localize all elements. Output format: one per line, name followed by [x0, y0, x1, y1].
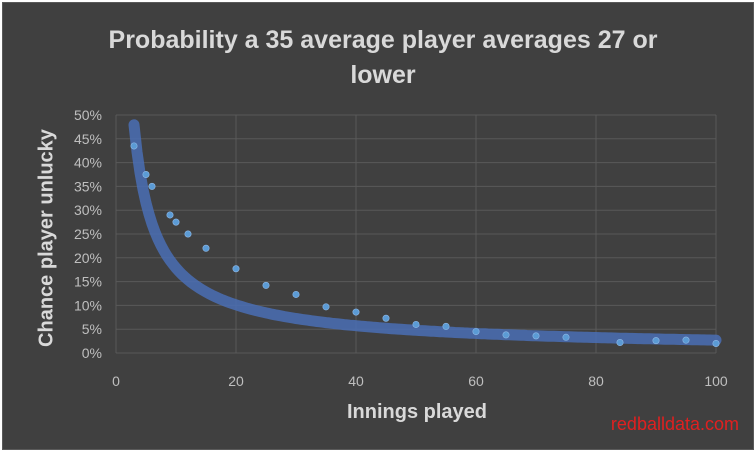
data-point	[232, 265, 240, 273]
trendline-layer	[128, 119, 722, 346]
data-point	[712, 339, 720, 347]
data-point	[148, 182, 156, 190]
data-point	[616, 339, 624, 347]
data-point	[382, 314, 390, 322]
y-axis-label: Chance player unlucky	[35, 129, 58, 347]
x-axis-label: Innings played	[346, 401, 488, 423]
grid-layer	[115, 114, 717, 354]
y-tick-label: 35%	[74, 178, 102, 194]
data-point	[184, 230, 192, 238]
data-point	[532, 332, 540, 340]
data-point	[442, 322, 450, 330]
y-tick-label: 45%	[74, 131, 102, 147]
data-points	[130, 142, 720, 347]
data-point	[202, 244, 210, 252]
tick-labels: 0% 5% 10% 15% 20% 25% 30% 35% 40% 45% 50% 0 20 40 60 80…	[74, 107, 728, 389]
data-point	[472, 328, 480, 336]
y-tick-label: 0%	[82, 345, 102, 361]
data-point	[412, 320, 420, 328]
data-point	[502, 331, 510, 339]
data-point	[322, 303, 330, 311]
plot-svg: 0% 5% 10% 15% 20% 25% 30% 35% 40% 45% 50% 0 20 40 60 80…	[74, 107, 728, 389]
y-tick-label: 10%	[74, 297, 102, 313]
y-tick-label: 5%	[82, 321, 102, 337]
data-point	[262, 281, 270, 289]
data-point	[130, 142, 138, 150]
x-tick-label: 20	[228, 373, 244, 389]
trendline	[128, 119, 722, 346]
chart-title: Probability a 35 average player averages…	[108, 26, 658, 89]
data-point	[652, 337, 660, 345]
x-tick-label: 40	[348, 373, 364, 389]
y-tick-label: 15%	[74, 274, 102, 290]
y-tick-label: 40%	[74, 155, 102, 171]
x-tick-label: 100	[704, 373, 728, 389]
x-tick-label: 80	[588, 373, 604, 389]
data-point	[172, 218, 180, 226]
y-tick-label: 50%	[74, 107, 102, 123]
y-tick-label: 30%	[74, 202, 102, 218]
y-tick-label: 20%	[74, 250, 102, 266]
data-point	[682, 336, 690, 344]
data-point	[142, 171, 150, 179]
data-point	[166, 211, 174, 219]
data-point	[292, 290, 300, 298]
data-point	[352, 308, 360, 316]
x-tick-label: 60	[468, 373, 484, 389]
data-point	[562, 333, 570, 341]
y-tick-label: 25%	[74, 226, 102, 242]
watermark: redballdata.com	[610, 414, 739, 434]
x-tick-label: 0	[112, 373, 120, 389]
